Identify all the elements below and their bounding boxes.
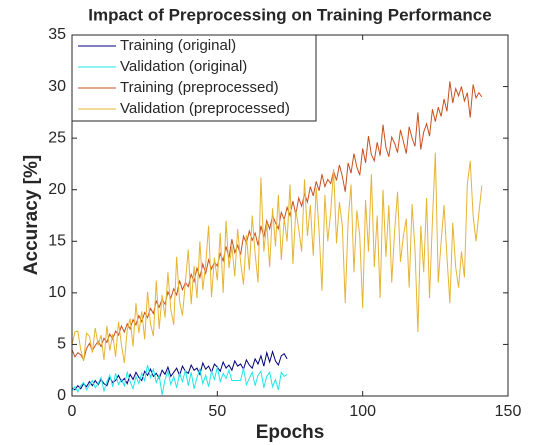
y-tick-label: 25 [48, 129, 66, 146]
legend-label: Training (preprocessed) [120, 79, 279, 96]
y-tick-label: 20 [48, 181, 66, 198]
x-tick-label: 50 [208, 403, 226, 420]
legend-label: Validation (original) [120, 58, 247, 75]
x-tick-label: 150 [495, 403, 522, 420]
legend-box [71, 34, 317, 122]
x-axis-label: Epochs [256, 422, 325, 443]
y-tick-label: 35 [48, 26, 66, 43]
y-tick-label: 30 [48, 78, 66, 95]
y-tick-label: 0 [57, 387, 66, 404]
data-line [71, 152, 483, 364]
chart-title: Impact of Preprocessing on Training Perf… [88, 5, 491, 24]
y-tick-label: 15 [48, 233, 66, 250]
y-tick-label: 10 [48, 284, 66, 301]
y-axis-label: Accuracy [%] [21, 155, 42, 275]
legend-label: Validation (preprocessed) [120, 100, 290, 117]
x-tick-label: 100 [349, 403, 376, 420]
data-line [71, 364, 288, 396]
y-tick-label: 5 [57, 336, 66, 353]
x-tick-label: 0 [68, 403, 77, 420]
legend-label: Training (original) [120, 37, 236, 54]
